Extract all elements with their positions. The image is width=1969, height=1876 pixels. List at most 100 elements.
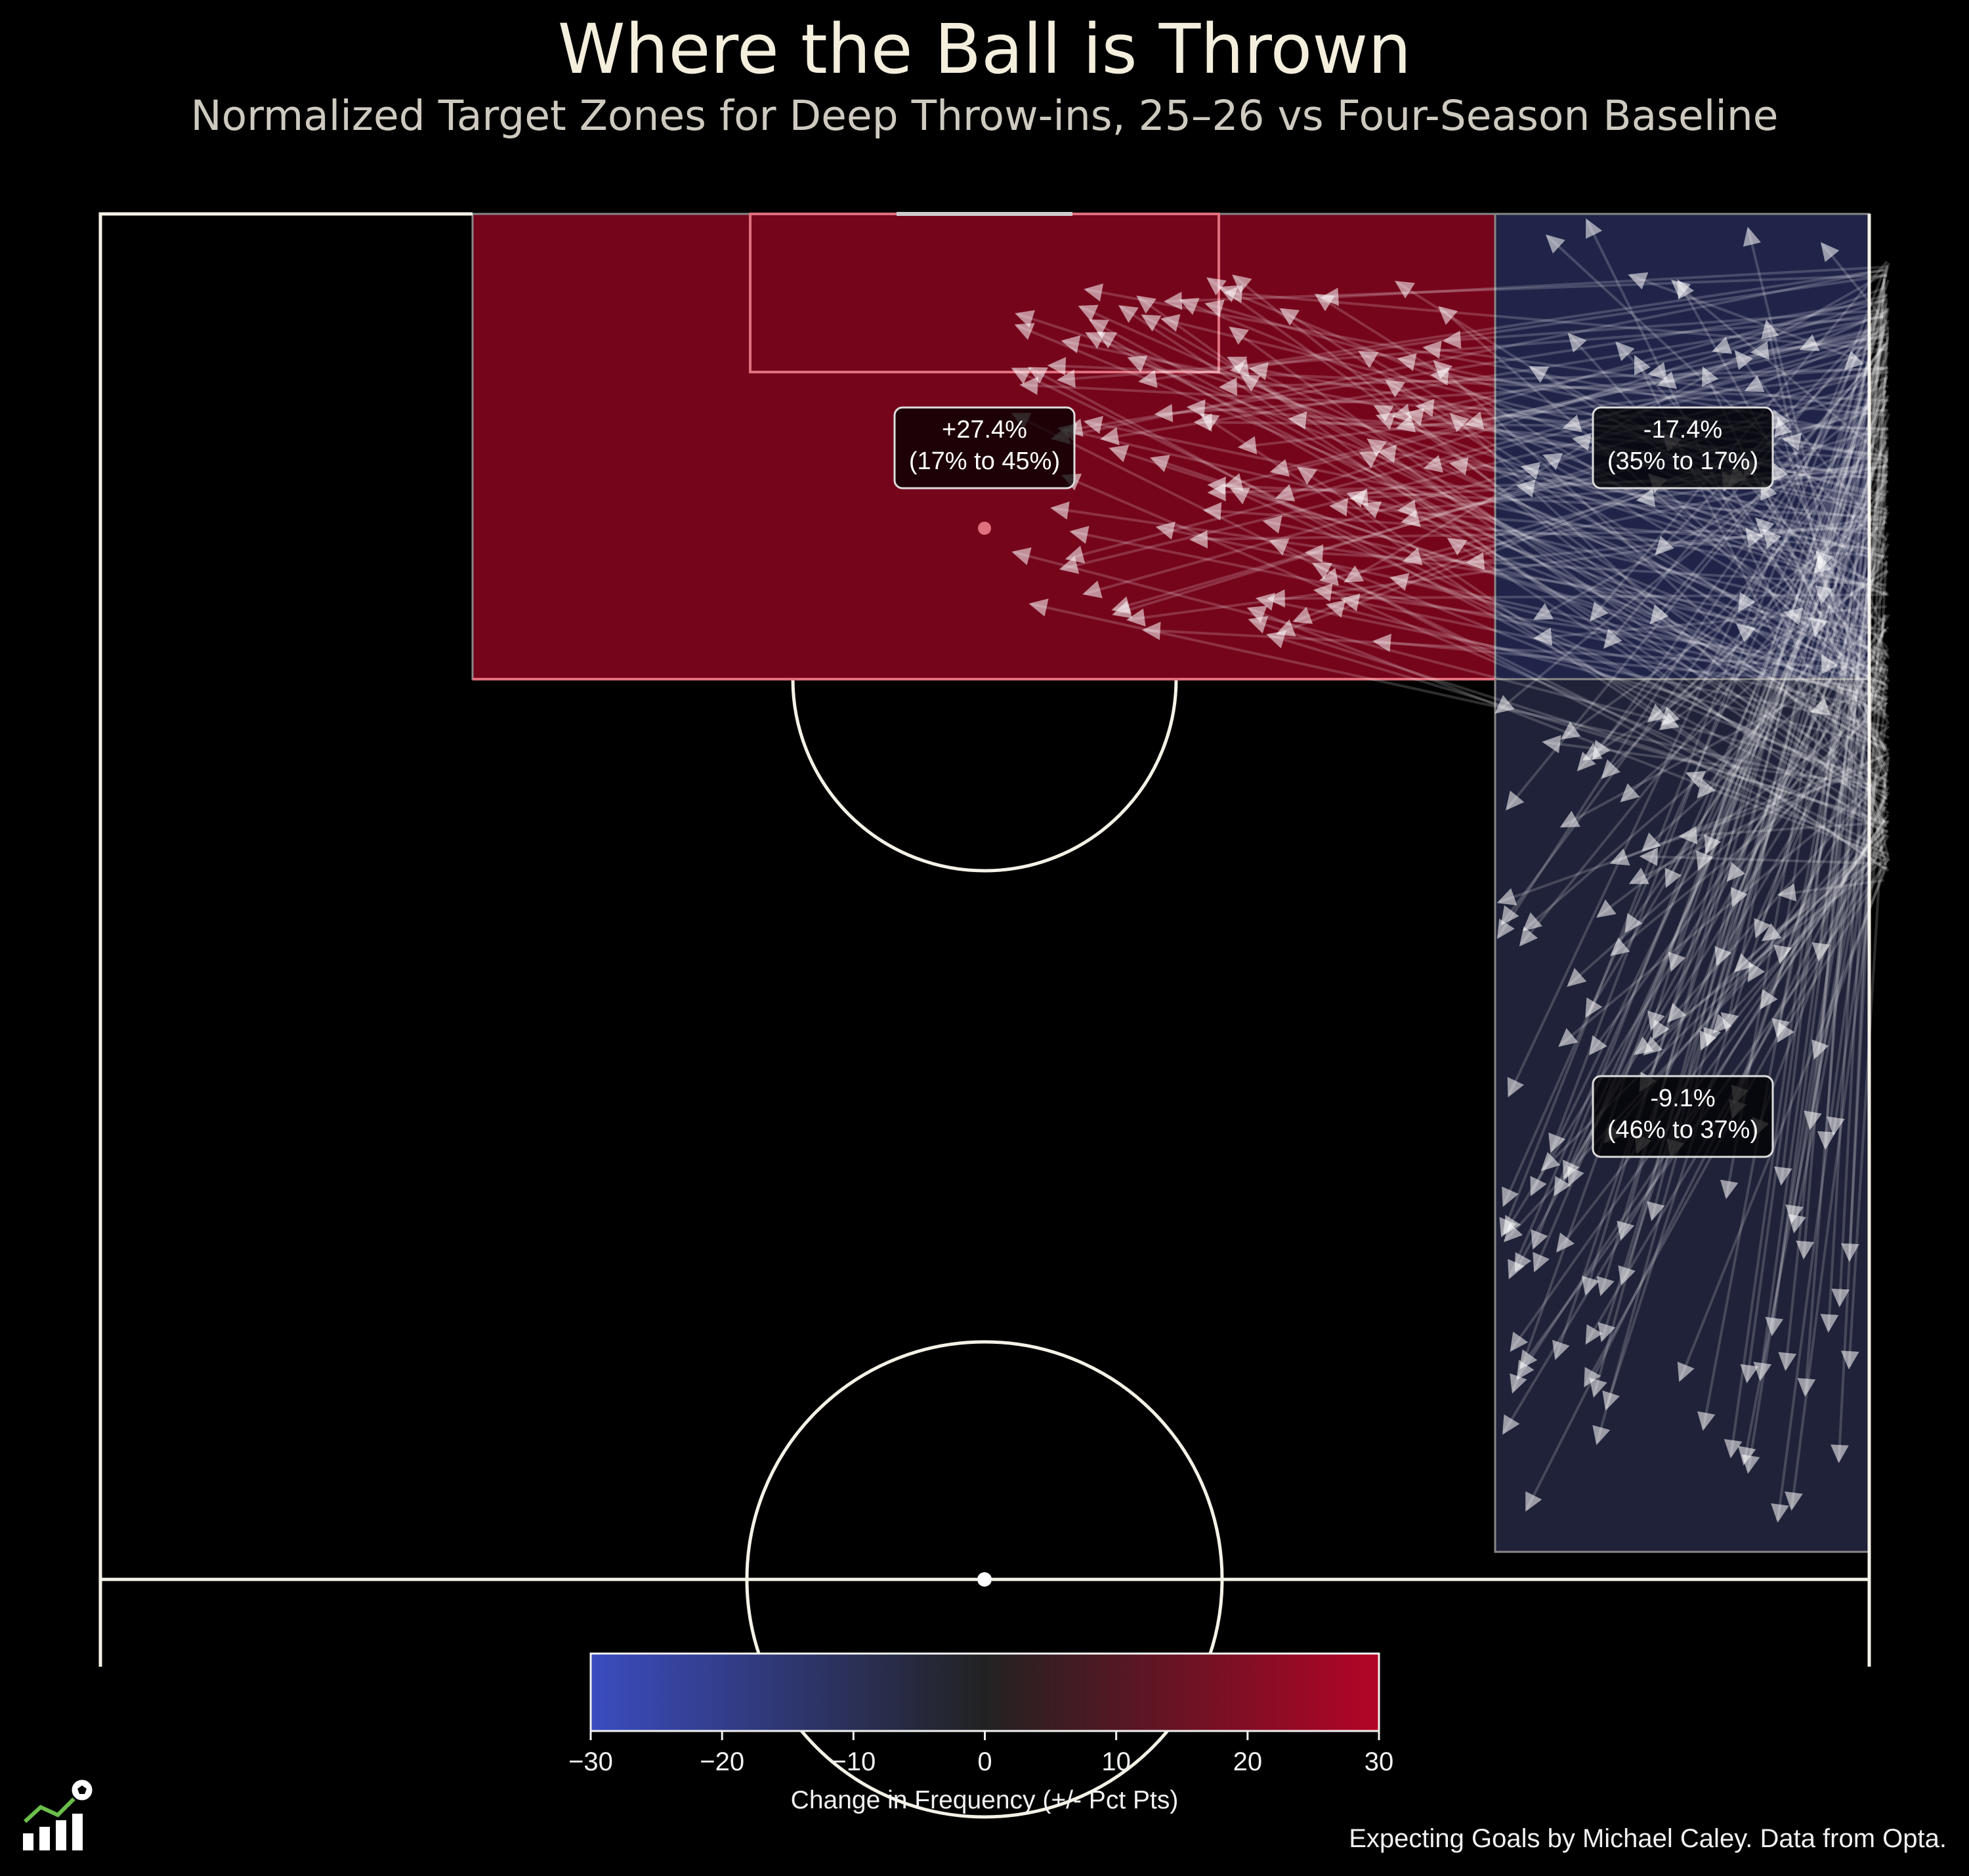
throw-in-arrow <box>1384 379 1886 719</box>
throw-in-arrow <box>1609 725 1890 957</box>
throw-in-arrow <box>1083 415 1885 590</box>
throw-in-arrow <box>1811 865 1887 1060</box>
throw-in-arrow <box>1292 398 1886 624</box>
throw-in-arrow <box>1085 332 1890 740</box>
throw-in-arrow <box>1552 380 1888 1360</box>
center-spot <box>977 1572 992 1587</box>
throw-in-arrow <box>1011 547 1885 781</box>
throw-in-arrow <box>1771 509 1888 1038</box>
throw-in-arrow <box>1696 390 1887 871</box>
throw-in-arrow <box>1325 600 1888 749</box>
throw-in-arrow <box>1659 568 1888 730</box>
throw-in-arrow <box>1589 653 1885 1056</box>
throw-in-arrow <box>1359 451 1890 718</box>
throw-in-arrow <box>1783 607 1884 638</box>
throw-in-arrow <box>1699 629 1886 1051</box>
throw-in-arrow <box>1027 367 1888 828</box>
throw-in-arrow <box>1677 866 1888 1383</box>
throw-in-arrow <box>1620 560 1888 803</box>
throw-in-arrow <box>1737 723 1888 1466</box>
throw-in-arrow <box>1744 327 1885 392</box>
throw-in-arrow <box>1592 342 1888 761</box>
zone-label-penalty-area-change: +27.4% <box>942 416 1027 444</box>
credit-text: Expecting Goals by Michael Caley. Data f… <box>1349 1824 1947 1853</box>
throw-in-arrow <box>1163 274 1887 310</box>
throw-in-arrow <box>1466 521 1888 570</box>
throw-in-arrow <box>1652 663 1886 1040</box>
throw-in-arrow <box>1815 376 1886 572</box>
throw-in-arrow <box>1840 777 1887 1370</box>
throw-in-arrow <box>1361 501 1887 706</box>
throw-in-arrow <box>1844 326 1889 371</box>
chart-title: Where the Ball is Thrown <box>557 9 1412 89</box>
colorbar-tick-label: −10 <box>831 1747 876 1776</box>
throw-in-arrow <box>1237 371 1889 455</box>
throw-in-arrow <box>1647 520 1887 723</box>
throw-in-arrow <box>1781 432 1887 459</box>
throw-in-arrow <box>1011 413 1885 850</box>
throw-in-arrow <box>1577 432 1886 772</box>
throw-in-arrow <box>1028 598 1886 794</box>
throw-in-arrow <box>1788 743 1886 1234</box>
throw-in-arrow <box>1494 390 1888 714</box>
throw-in-arrow <box>1697 570 1889 799</box>
throw-in-arrow <box>1628 751 1890 885</box>
zone-label-wide-box-edge-change: -17.4% <box>1643 416 1722 444</box>
throw-in-arrow <box>1821 654 1888 775</box>
throw-in-arrow <box>1141 314 1888 747</box>
throw-in-arrow <box>1817 278 1886 1150</box>
zone-label-wide-box-edge: -17.4% (35% to 17%) <box>1592 406 1774 490</box>
throw-in-arrow <box>1313 583 1886 671</box>
throw-in-arrow <box>1810 686 1889 716</box>
throw-in-arrow <box>1207 476 1887 519</box>
throw-in-arrow <box>1737 377 1888 613</box>
throw-in-arrow <box>1664 394 1890 888</box>
throw-in-arrow <box>1827 774 1887 1136</box>
throw-in-arrow <box>1810 308 1890 637</box>
throw-in-arrow <box>1773 323 1885 1186</box>
throw-in-arrow <box>1127 355 1885 656</box>
colorbar-tick-label: 20 <box>1233 1747 1263 1776</box>
throw-in-arrow <box>1375 412 1888 596</box>
throw-in-arrow <box>1373 405 1888 680</box>
throw-in-arrow <box>1661 489 1886 726</box>
throw-in-arrow <box>1050 501 1886 631</box>
throw-in-arrow <box>1508 408 1889 1280</box>
throw-in-arrow <box>1729 648 1889 1119</box>
expecting-goals-logo-icon <box>23 1778 95 1850</box>
throw-in-arrow <box>1061 473 1889 833</box>
zone-label-wide-channel-change: -9.1% <box>1650 1085 1715 1112</box>
throw-in-arrow <box>1223 326 1886 491</box>
throw-in-arrow <box>1634 856 1888 1056</box>
throw-in-arrow <box>1785 755 1890 1511</box>
throw-in-arrow <box>1372 633 1888 690</box>
throw-in-arrow <box>1602 543 1886 1411</box>
throw-in-arrow <box>1442 308 1888 349</box>
throw-in-arrow <box>1240 374 1889 753</box>
throw-in-arrow <box>1063 299 1884 437</box>
throw-in-arrow <box>1726 695 1886 882</box>
throw-in-arrow <box>1269 538 1886 789</box>
throw-in-arrow <box>1760 814 1890 1010</box>
throw-in-arrow <box>1500 403 1888 926</box>
throw-in-arrow <box>1328 498 1887 551</box>
throw-in-arrow <box>1773 307 1889 965</box>
throw-in-arrow <box>1740 367 1889 1384</box>
throw-in-arrow <box>1502 338 1889 1207</box>
throw-in-arrow <box>1015 310 1884 596</box>
throw-in-arrow <box>1601 480 1889 780</box>
zone-label-penalty-area: +27.4% (17% to 45%) <box>893 406 1076 490</box>
throw-in-arrow <box>1262 515 1887 652</box>
throw-in-arrow <box>1429 367 1886 417</box>
throw-in-arrow <box>1533 430 1885 620</box>
throw-in-arrow <box>1069 526 1887 699</box>
throw-in-arrow <box>1422 341 1886 413</box>
throw-in-arrow <box>1218 367 1885 396</box>
throw-in-arrow <box>1815 264 1888 606</box>
colorbar-label: Change in Frequency (+/- Pct Pts) <box>790 1786 1179 1814</box>
throw-in-arrow <box>1647 280 1890 1031</box>
throw-in-arrow <box>1059 365 1888 574</box>
colorbar-gradient <box>589 1652 1380 1732</box>
zone-label-wide-box-edge-range: (35% to 17%) <box>1607 448 1758 475</box>
throw-in-arrow <box>1778 419 1887 1371</box>
